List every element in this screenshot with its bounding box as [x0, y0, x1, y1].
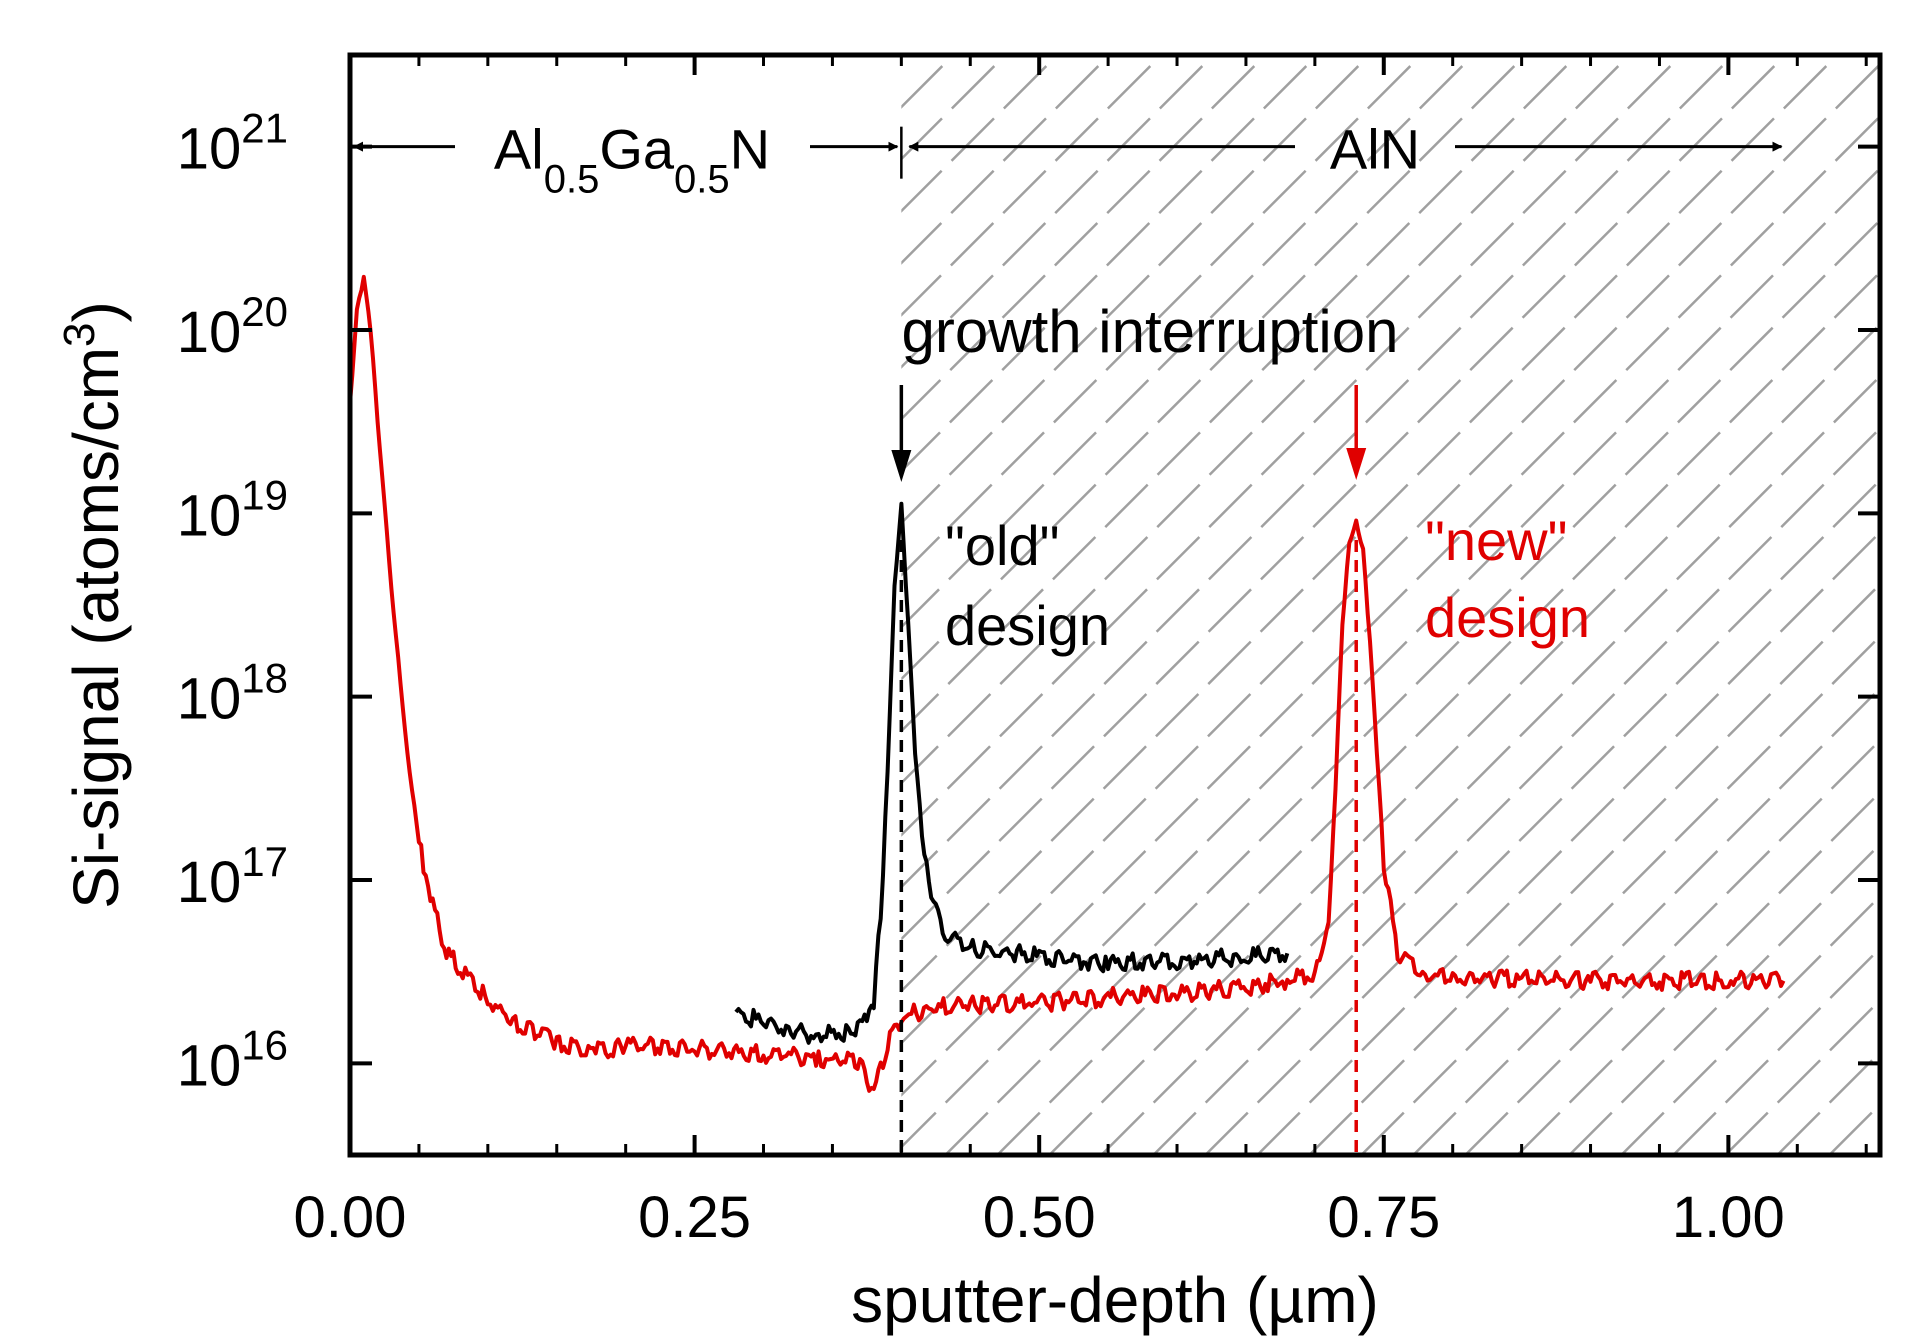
hatch-line — [1620, 894, 1880, 1155]
hatch-line — [901, 55, 1683, 837]
y-axis-label: Si-signal (atoms/cm3) — [55, 301, 132, 909]
hatch-line — [901, 55, 903, 57]
new-design-label-line1: "new" — [1425, 509, 1568, 572]
y-tick-label: 1021 — [177, 105, 288, 182]
y-axis-label-close: ) — [60, 301, 132, 322]
plot-frame — [347, 52, 1883, 1158]
region-labels: Al0.5Ga0.5N AlN — [353, 118, 1783, 202]
growth-interruption-label: growth interruption — [902, 298, 1399, 365]
hatch-line — [1828, 1102, 1880, 1155]
x-tick-label: 0.75 — [1327, 1185, 1440, 1250]
hatch-line — [1881, 55, 1920, 1155]
data-series — [350, 274, 1786, 1093]
hatch-line — [1776, 1050, 1880, 1155]
hatch-line — [901, 55, 1007, 161]
hatch-line — [901, 55, 1163, 317]
hatch-line — [901, 55, 1631, 785]
hatch-line — [901, 55, 1215, 369]
hatch-line — [901, 55, 1839, 993]
old-design-label-line2: design — [945, 594, 1110, 657]
x-axis-label: sputter-depth (µm) — [851, 1264, 1379, 1336]
x-tick-label: 0.50 — [983, 1185, 1096, 1250]
old-design-arrow-head — [891, 450, 912, 482]
hatch-line — [901, 55, 1579, 733]
hatch-line — [901, 55, 1319, 473]
new-design-series-line — [350, 274, 1786, 1093]
y-axis-label-sup: 3 — [55, 322, 104, 346]
new-design-label-line2: design — [1425, 586, 1590, 649]
x-tick-label: 0.25 — [638, 1185, 751, 1250]
hatch-line — [1048, 322, 1880, 1155]
y-tick-label: 1019 — [177, 471, 288, 548]
hatch-line — [901, 55, 1423, 577]
interruption-markers — [891, 385, 1367, 1155]
y-tick-label: 1018 — [177, 655, 288, 732]
hatch-line — [901, 55, 1527, 681]
hatch-line — [901, 166, 1880, 1149]
hatch-line — [901, 62, 1880, 1045]
hatch-line — [901, 55, 1371, 525]
hatch-line — [1100, 374, 1880, 1155]
hatch-line — [901, 55, 1111, 265]
aln-region-hatch — [901, 55, 1920, 1155]
y-tick-label: 1016 — [177, 1021, 288, 1098]
hatch-line — [901, 55, 1059, 213]
hatch-line — [1464, 738, 1880, 1155]
hatch-line — [1204, 478, 1880, 1155]
hatch-line — [901, 55, 1475, 629]
y-tick-label: 1017 — [177, 838, 288, 915]
new-design-arrow-head — [1346, 448, 1367, 480]
hatch-line — [1152, 426, 1880, 1155]
axis-ticks: 0.00 0.25 0.50 0.75 1.00 1016 1017 1018 1019 1020… — [177, 55, 1880, 1250]
aln-region-label: AlN — [1330, 118, 1420, 181]
hatch-line — [1360, 634, 1880, 1155]
hatch-line — [901, 55, 1267, 421]
hatch-line — [1568, 842, 1880, 1155]
x-tick-label: 1.00 — [1672, 1185, 1785, 1250]
hatch-line — [996, 270, 1880, 1155]
y-tick-label: 1020 — [177, 288, 288, 365]
y-axis-label-main: Si-signal (atoms/cm — [60, 347, 132, 909]
hatch-line — [901, 55, 1735, 889]
hatch-line — [1672, 946, 1880, 1155]
old-design-series-line — [734, 501, 1290, 1045]
hatch-line — [1308, 582, 1880, 1155]
hatch-line — [901, 55, 1787, 941]
old-design-label-line1: "old" — [945, 514, 1060, 577]
algan-region-label: Al0.5Ga0.5N — [494, 118, 770, 202]
hatch-line — [1516, 790, 1880, 1155]
hatch-line — [901, 114, 1880, 1097]
x-tick-label: 0.00 — [294, 1185, 407, 1250]
hatch-line — [944, 218, 1880, 1155]
